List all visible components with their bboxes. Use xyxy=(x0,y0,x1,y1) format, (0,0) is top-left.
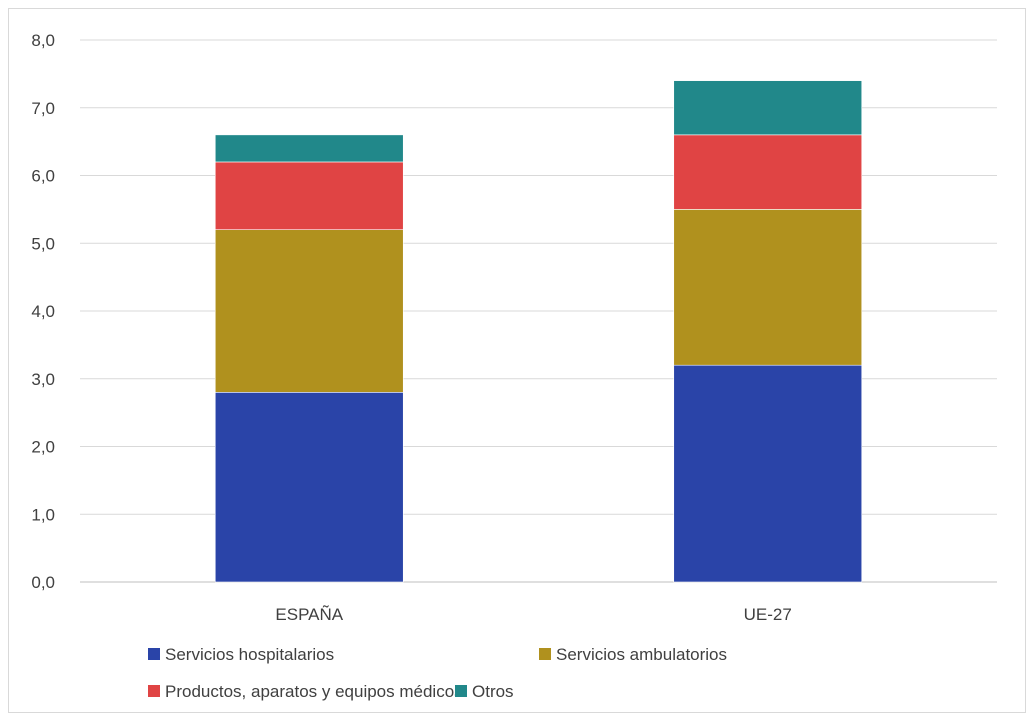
legend-swatch xyxy=(148,648,160,660)
bars xyxy=(214,80,863,583)
bar-segment xyxy=(673,134,863,210)
bar-segment xyxy=(214,134,404,163)
legend-label: Servicios hospitalarios xyxy=(165,645,334,664)
y-tick-label: 0,0 xyxy=(31,573,55,592)
bar-segment xyxy=(214,229,404,393)
y-tick-label: 3,0 xyxy=(31,370,55,389)
bar-segment xyxy=(214,161,404,230)
bar-segment xyxy=(673,80,863,136)
legend-swatch xyxy=(455,685,467,697)
y-tick-label: 8,0 xyxy=(31,31,55,50)
legend-label: Otros xyxy=(472,682,514,701)
y-tick-label: 7,0 xyxy=(31,99,55,118)
x-category-label: UE-27 xyxy=(744,605,792,624)
bar-segment xyxy=(673,364,863,583)
legend-swatch xyxy=(148,685,160,697)
y-axis-ticks: 0,0 1,0 2,0 3,0 4,0 5,0 6,0 7,0 8,0 xyxy=(31,31,55,592)
x-axis-categories: ESPAÑA UE-27 xyxy=(275,605,791,624)
y-tick-label: 6,0 xyxy=(31,167,55,186)
bar-segment xyxy=(214,391,404,583)
y-tick-label: 5,0 xyxy=(31,234,55,253)
x-category-label: ESPAÑA xyxy=(275,605,343,624)
y-tick-label: 2,0 xyxy=(31,438,55,457)
legend-swatch xyxy=(539,648,551,660)
legend-label: Productos, aparatos y equipos médicos xyxy=(165,682,463,701)
y-tick-label: 4,0 xyxy=(31,302,55,321)
legend-label: Servicios ambulatorios xyxy=(556,645,727,664)
legend: Servicios hospitalarios Servicios ambulat… xyxy=(148,645,727,701)
bar-segment xyxy=(673,209,863,366)
y-tick-label: 1,0 xyxy=(31,505,55,524)
